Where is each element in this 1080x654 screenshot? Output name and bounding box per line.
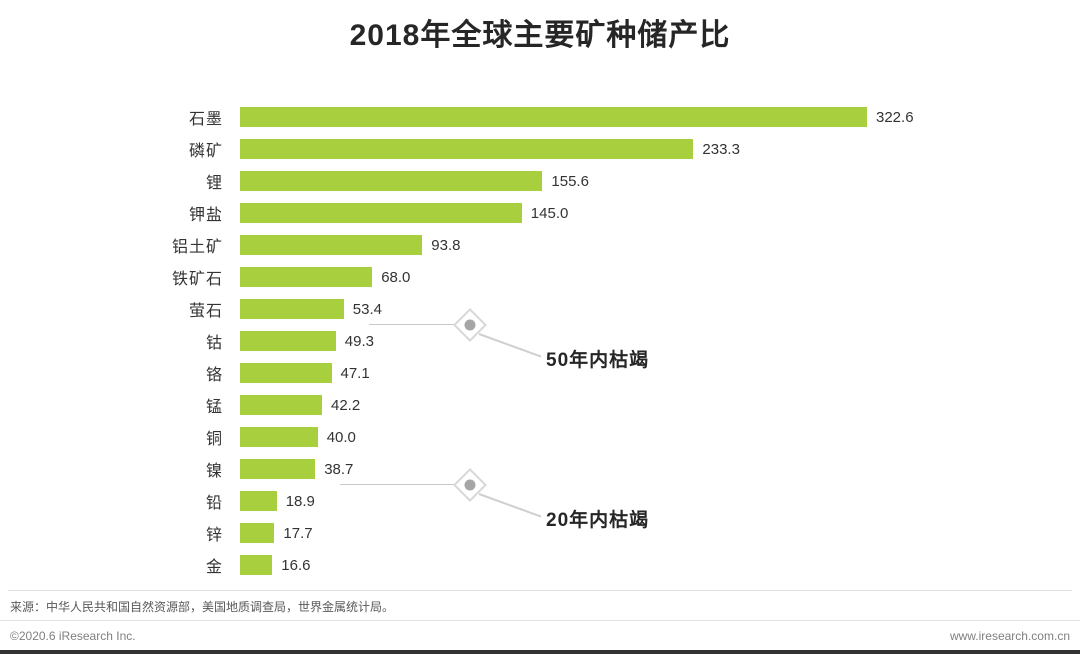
annotation-label: 50年内枯竭 <box>546 350 650 371</box>
chart-row: 铬 47.1 <box>0 357 1080 389</box>
diamond-center-dot <box>462 317 478 333</box>
value-label: 155.6 <box>551 172 589 190</box>
category-label: 石墨 <box>188 111 223 128</box>
value-label: 53.4 <box>352 300 382 318</box>
chart-row: 石墨 322.6 <box>0 101 1080 133</box>
value-label: 40.0 <box>326 428 356 446</box>
chart-row: 铁矿石 68.0 <box>0 261 1080 293</box>
bar <box>240 459 316 479</box>
category-label: 钾盐 <box>188 207 223 224</box>
value-label: 68.0 <box>381 268 411 286</box>
category-label: 磷矿 <box>188 143 223 160</box>
chart-row: 铅 18.9 <box>0 485 1080 517</box>
value-label: 38.7 <box>324 460 354 478</box>
bar-chart: 石墨 322.6 磷矿 233.3 锂 155.6 钾盐 145.0 铝土矿 93.8 铁矿石 68.… <box>0 101 1080 581</box>
chart-row: 锰 42.2 <box>0 389 1080 421</box>
value-label: 233.3 <box>702 140 740 158</box>
category-label: 铝土矿 <box>171 239 223 256</box>
category-label: 铁矿石 <box>171 271 223 288</box>
value-label: 42.2 <box>331 396 361 414</box>
diamond-center-dot <box>462 477 478 493</box>
source-divider <box>8 590 1072 591</box>
value-label: 18.9 <box>285 492 315 510</box>
chart-row: 锌 17.7 <box>0 517 1080 549</box>
footer-bar: ©2020.6 iResearch Inc. www.iresearch.com… <box>0 621 1080 650</box>
category-label: 锰 <box>205 399 223 416</box>
footer-divider <box>0 620 1080 621</box>
bar <box>240 395 322 415</box>
bar <box>240 107 867 127</box>
bar <box>240 267 373 287</box>
category-label: 萤石 <box>188 303 223 320</box>
copyright-text: ©2020.6 iResearch Inc. <box>10 628 136 643</box>
category-label: 金 <box>205 559 223 576</box>
annotation-line <box>340 484 470 485</box>
category-label: 钴 <box>205 335 223 352</box>
value-label: 47.1 <box>340 364 370 382</box>
chart-row: 金 16.6 <box>0 549 1080 581</box>
bar <box>240 203 522 223</box>
value-label: 17.7 <box>283 524 313 542</box>
chart-row: 镍 38.7 <box>0 453 1080 485</box>
bar <box>240 139 694 159</box>
category-label: 锌 <box>205 527 223 544</box>
bar <box>240 299 344 319</box>
bar <box>240 171 543 191</box>
bar <box>240 491 277 511</box>
value-label: 93.8 <box>431 236 461 254</box>
chart-rows: 石墨 322.6 磷矿 233.3 锂 155.6 钾盐 145.0 铝土矿 93.8 铁矿石 68.… <box>0 101 1080 581</box>
bar <box>240 235 423 255</box>
category-label: 铬 <box>205 367 223 384</box>
bar <box>240 427 318 447</box>
chart-row: 磷矿 233.3 <box>0 133 1080 165</box>
website-text: www.iresearch.com.cn <box>949 628 1070 643</box>
category-label: 铜 <box>205 431 223 448</box>
category-label: 镍 <box>205 463 223 480</box>
value-label: 16.6 <box>281 556 311 574</box>
value-label: 145.0 <box>530 204 569 222</box>
bottom-accent-line <box>0 650 1080 654</box>
bar <box>240 363 332 383</box>
value-label: 322.6 <box>876 108 914 126</box>
category-label: 锂 <box>205 175 223 192</box>
chart-row: 钴 49.3 <box>0 325 1080 357</box>
bar <box>240 555 273 575</box>
chart-row: 锂 155.6 <box>0 165 1080 197</box>
value-label: 49.3 <box>344 332 374 350</box>
bar <box>240 331 336 351</box>
chart-row: 萤石 53.4 <box>0 293 1080 325</box>
annotation-label: 20年内枯竭 <box>546 510 650 531</box>
chart-title: 2018年全球主要矿种储产比 <box>349 19 731 52</box>
chart-row: 铜 40.0 <box>0 421 1080 453</box>
chart-row: 铝土矿 93.8 <box>0 229 1080 261</box>
source-text: 来源：中华人民共和国自然资源部，美国地质调查局，世界金属统计局。 <box>10 600 395 614</box>
category-label: 铅 <box>205 495 223 512</box>
annotation-line <box>369 324 470 325</box>
bar <box>240 523 275 543</box>
chart-row: 钾盐 145.0 <box>0 197 1080 229</box>
